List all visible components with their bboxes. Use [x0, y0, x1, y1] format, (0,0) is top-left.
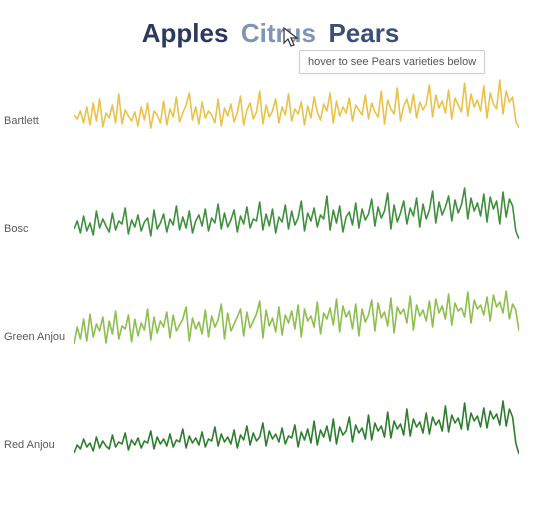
series-label: Green Anjou [4, 331, 66, 343]
sparkline-bartlett [74, 73, 519, 173]
chart-panel: Bartlett Bosc Green Anjou Red Anjou [0, 55, 541, 497]
sparkline-green-anjou [74, 289, 519, 389]
series-label: Bartlett [4, 115, 66, 127]
tab-apples[interactable]: Apples [142, 18, 229, 49]
sparkline-bosc [74, 181, 519, 281]
sparkline-red-anjou [74, 397, 519, 497]
tab-pears[interactable]: Pears [328, 18, 399, 49]
category-tabs: Apples Citrus Pears [0, 0, 541, 55]
series-row-red-anjou: Red Anjou [74, 397, 519, 497]
series-row-bosc: Bosc [74, 181, 519, 281]
series-label: Red Anjou [4, 439, 66, 451]
hover-tooltip: hover to see Pears varieties below [299, 50, 485, 74]
series-row-green-anjou: Green Anjou [74, 289, 519, 389]
tab-citrus[interactable]: Citrus [241, 18, 316, 49]
series-label: Bosc [4, 223, 66, 235]
series-row-bartlett: Bartlett [74, 73, 519, 173]
